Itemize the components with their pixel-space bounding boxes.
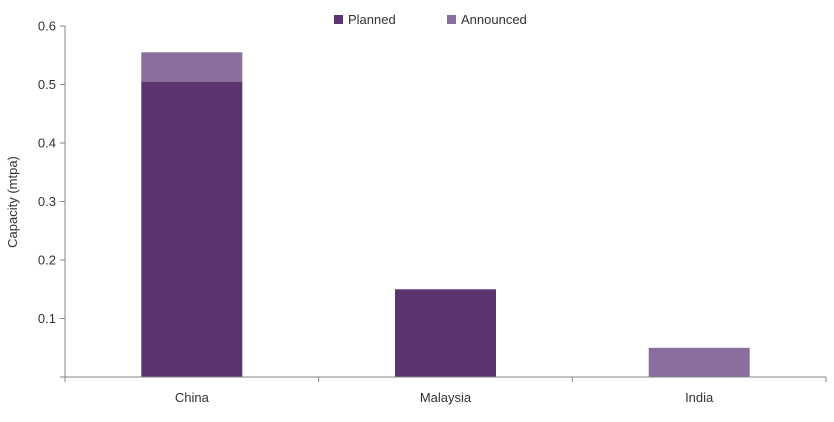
bar-planned-china	[141, 81, 243, 377]
legend-swatch-announced	[447, 15, 456, 24]
axes-group: 0.1 0.2 0.3 0.4 0.5 0.6 China Malaysia India	[38, 19, 827, 405]
bar-announced-china	[141, 52, 243, 82]
bar-planned-malaysia	[395, 289, 496, 378]
y-tick-label: 0.6	[38, 19, 56, 34]
legend-label-planned: Planned	[348, 12, 396, 27]
y-axis-label: Capacity (mtpa)	[5, 156, 20, 248]
x-tick-label: China	[175, 390, 210, 405]
y-tick-label: 0.4	[38, 136, 56, 151]
legend-label-announced: Announced	[461, 12, 527, 27]
y-tick-label: 0.2	[38, 253, 56, 268]
y-tick-label: 0.3	[38, 194, 56, 209]
y-tick-label: 0.5	[38, 77, 56, 92]
bar-announced-india	[648, 347, 750, 378]
legend: Planned Announced	[334, 12, 527, 27]
legend-swatch-planned	[334, 15, 343, 24]
x-tick-label: India	[685, 390, 714, 405]
y-tick-label: 0.1	[38, 311, 56, 326]
bars-group	[141, 52, 750, 378]
x-tick-label: Malaysia	[420, 390, 472, 405]
